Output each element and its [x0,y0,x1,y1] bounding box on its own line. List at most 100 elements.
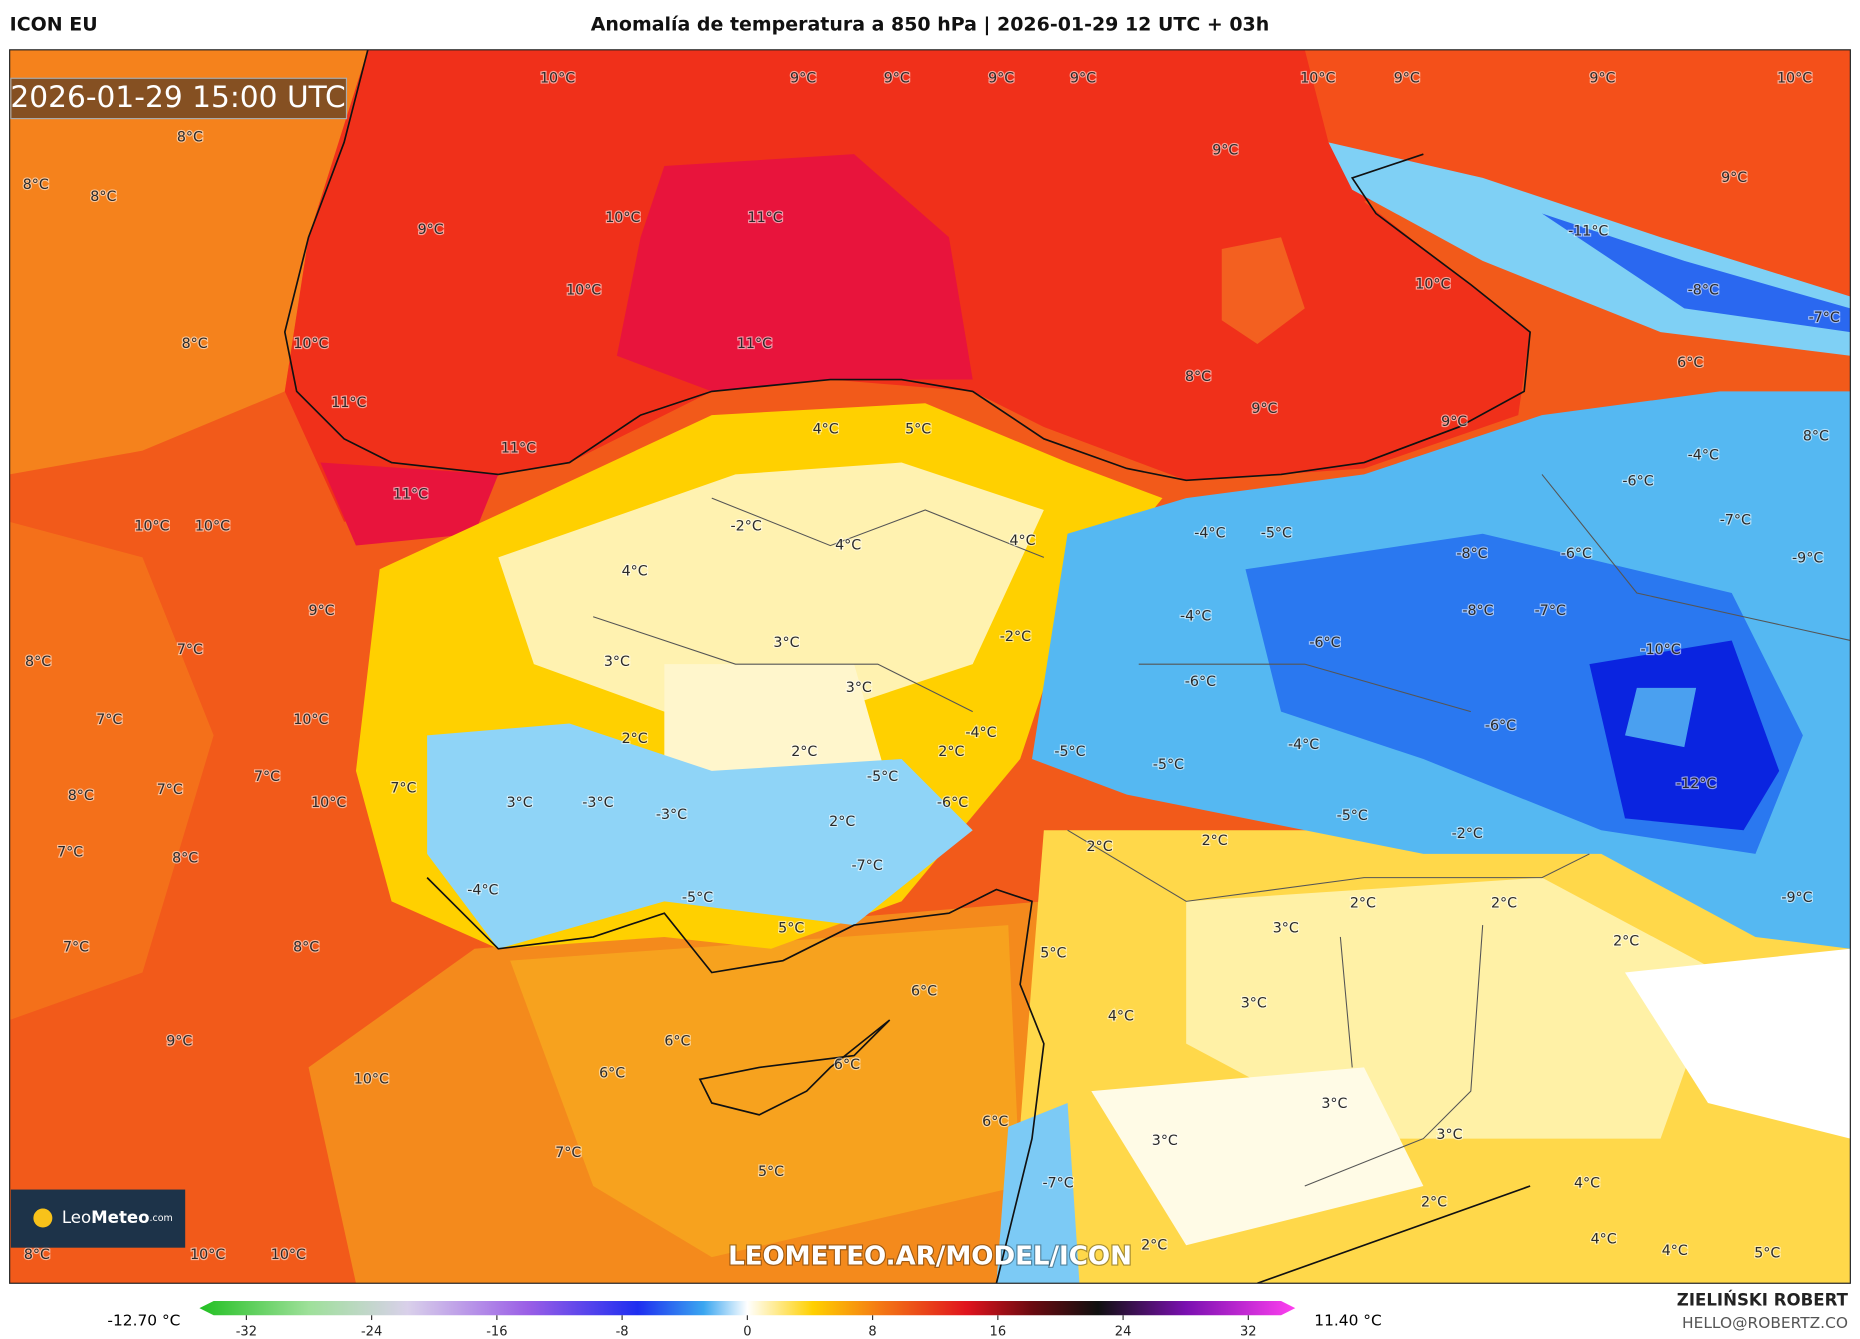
temperature-label: -11°C [1568,223,1608,239]
temperature-label: 9°C [790,70,816,86]
temperature-label: -7°C [1535,603,1566,619]
temperature-label: 2°C [938,744,964,760]
temperature-label: -2°C [1000,629,1031,645]
colorbar-min: -12.70 °C [107,1312,180,1330]
temperature-label: 3°C [1241,995,1267,1011]
temperature-label: 3°C [1321,1096,1347,1112]
temperature-label: -2°C [731,519,762,535]
temperature-label: 7°C [177,642,203,658]
temperature-label: -8°C [1456,546,1487,562]
temperature-label: -4°C [1194,526,1225,542]
temperature-label: 9°C [166,1033,192,1049]
temperature-label: 3°C [1152,1133,1178,1149]
temperature-label: 10°C [540,70,575,86]
temperature-label: 8°C [24,1247,50,1263]
temperature-label: 10°C [293,336,328,352]
temperature-label: 5°C [1754,1246,1780,1262]
colorbar-tick-label: -24 [361,1324,382,1339]
temperature-label: 4°C [1574,1176,1600,1192]
temperature-label: 7°C [96,712,122,728]
temperature-label: 6°C [982,1114,1008,1130]
temperature-label: 2°C [1613,934,1639,950]
temperature-label: -10°C [1640,642,1680,658]
temperature-label: 7°C [157,782,183,798]
temperature-label: 7°C [390,781,416,797]
colorbar-ticks: -32 -24 -16 -8 0 8 16 24 32 [236,1315,1257,1339]
temperature-label: 3°C [773,635,799,651]
logo-leo: Leo [62,1208,91,1227]
temperature-label: -6°C [1309,635,1340,651]
temperature-label: 8°C [1185,369,1211,385]
temperature-label: -6°C [1485,718,1516,734]
temperature-label: 7°C [57,845,83,861]
colorbar-tick-label: -32 [236,1324,257,1339]
temperature-label: 4°C [1591,1231,1617,1247]
temperature-label: -7°C [852,858,883,874]
temperature-label: 10°C [605,210,640,226]
temperature-label: 8°C [293,940,319,956]
colorbar-tick-label: -16 [486,1324,507,1339]
temperature-label: 9°C [1589,70,1615,86]
temperature-label: -8°C [1462,603,1493,619]
watermark: LEOMETEO.AR/MODEL/ICON [728,1242,1132,1272]
temperature-label: -4°C [965,725,996,741]
temperature-label: 3°C [846,680,872,696]
logo-text: LeoMeteo.com [62,1208,173,1227]
temperature-label: 4°C [1662,1243,1688,1259]
colorbar-tick-label: 0 [743,1324,751,1339]
temperature-label: -6°C [937,795,968,811]
model-name: ICON EU [10,13,98,35]
temperature-label: 5°C [758,1164,784,1180]
temperature-label: 2°C [1350,896,1376,912]
colorbar-tick-label: 32 [1240,1324,1257,1339]
email: HELLO@ROBERTZ.CO [1682,1314,1848,1332]
temperature-label: 2°C [622,731,648,747]
map-title: Anomalía de temperatura a 850 hPa | 2026… [591,13,1270,35]
colorbar-max: 11.40 °C [1314,1312,1381,1330]
map-field [9,49,1851,1284]
temperature-label: 8°C [172,851,198,867]
temperature-label: 7°C [254,769,280,785]
temperature-label: 8°C [25,654,51,670]
map-frame [9,49,1851,1284]
temperature-label: 10°C [1300,70,1335,86]
temperature-label: 11°C [737,336,772,352]
logo-sun [33,1208,53,1228]
temperature-label: 10°C [566,283,601,299]
temperature-label: 6°C [834,1057,860,1073]
temperature-label: 6°C [599,1065,625,1081]
author: ZIELIŃSKI ROBERT [1677,1291,1849,1310]
temperature-label: -6°C [1561,546,1592,562]
temperature-label: 6°C [1677,355,1703,371]
temperature-label: -5°C [867,769,898,785]
temperature-label: 10°C [1415,277,1450,293]
temperature-label: 2°C [1141,1237,1167,1253]
temperature-label: 4°C [1108,1008,1134,1024]
temperature-label: -9°C [1781,890,1812,906]
logo-meteo: Meteo [91,1208,149,1227]
temperature-label: 4°C [813,421,839,437]
temperature-label: -5°C [682,890,713,906]
valid-time: 2026-01-29 15:00 UTC [10,79,345,114]
temperature-label: 4°C [1009,533,1035,549]
temperature-label: 8°C [1803,428,1829,444]
colorbar-tick-label: -8 [616,1324,629,1339]
temperature-label: 8°C [68,788,94,804]
temperature-label: -4°C [1180,609,1211,625]
time-box [10,77,348,120]
temperature-label: 2°C [1491,896,1517,912]
temperature-label: 3°C [1436,1127,1462,1143]
temperature-label: 11°C [393,487,428,503]
temperature-label: 2°C [791,744,817,760]
temperature-label: -6°C [1622,474,1653,490]
temperature-label: 10°C [195,519,230,535]
temperature-label: 6°C [664,1033,690,1049]
temperature-label: 7°C [63,940,89,956]
temperature-label: 9°C [1212,143,1238,159]
logo-tld: .com [150,1213,173,1224]
temperature-label: 11°C [331,395,366,411]
temperature-label: 8°C [177,130,203,146]
temperature-label: 2°C [829,814,855,830]
